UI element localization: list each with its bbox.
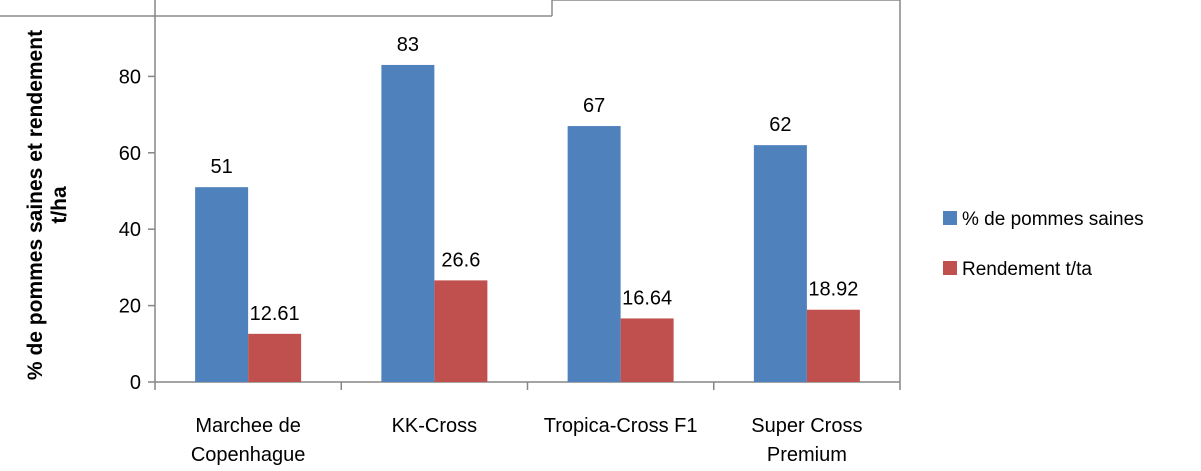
y-tick-label: 40	[119, 219, 141, 241]
category-1: 83 26.6 KK-Cross	[381, 34, 488, 437]
legend-swatch	[943, 261, 957, 275]
bar-rendement	[806, 309, 860, 382]
bar-rendement	[248, 333, 302, 382]
y-tick-label: 80	[119, 66, 141, 88]
y-tick-label: 60	[119, 143, 141, 165]
bar-rendement	[434, 280, 488, 382]
x-category-label: Premium	[767, 444, 847, 466]
data-label: 18.92	[808, 279, 858, 301]
data-label: 26.6	[441, 249, 480, 271]
x-category-label: Tropica-Cross F1	[544, 415, 698, 437]
y-axis-label-line2: t/ha	[48, 186, 71, 224]
bar-saines	[381, 64, 435, 382]
bar-saines	[753, 145, 807, 382]
legend-label: % de pommes saines	[962, 209, 1144, 230]
x-category-label: KK-Cross	[392, 415, 478, 437]
plot-area: 0 20 40 60 80 51 12.61 Marchee de Copenhague 83 26…	[119, 0, 901, 466]
y-axis-label-line1: % de pommes saines et rendement	[24, 30, 47, 380]
y-tick-label: 0	[130, 372, 141, 394]
bar-saines	[195, 187, 249, 382]
data-label: 12.61	[250, 303, 300, 325]
y-axis-label: % de pommes saines et rendement t/ha	[24, 30, 71, 380]
legend: % de pommes saines Rendement t/ta	[943, 209, 1144, 280]
data-label: 16.64	[622, 287, 672, 309]
bar-saines	[567, 126, 621, 382]
bar-rendement	[620, 318, 674, 382]
legend-label: Rendement t/ta	[962, 259, 1092, 280]
data-label: 67	[583, 95, 605, 117]
data-label: 62	[769, 114, 791, 136]
title-box	[0, 0, 553, 17]
x-category-label: Copenhague	[191, 444, 306, 466]
data-label: 51	[211, 156, 233, 178]
category-3: 62 18.92 Super Cross Premium	[751, 114, 862, 466]
category-2: 67 16.64 Tropica-Cross F1	[544, 95, 698, 437]
category-0: 51 12.61 Marchee de Copenhague	[191, 156, 306, 466]
x-category-label: Super Cross	[751, 415, 862, 437]
legend-swatch	[943, 211, 957, 225]
y-tick-label: 20	[119, 296, 141, 318]
data-label: 83	[397, 34, 419, 56]
x-category-label: Marchee de	[195, 415, 301, 437]
